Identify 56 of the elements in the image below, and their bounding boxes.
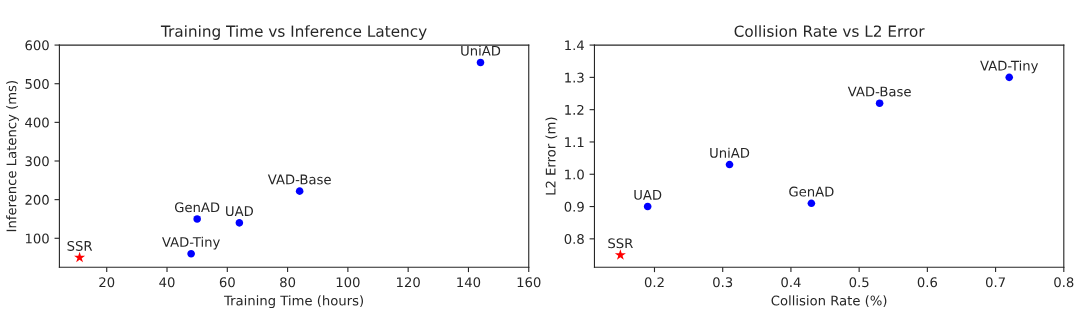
annotation: GenAD <box>174 202 220 213</box>
point <box>725 160 734 169</box>
x-axis-title: Training Time (hours) <box>223 295 363 309</box>
y-tick-label: 100 <box>25 233 49 244</box>
annotation: UniAD <box>461 45 501 56</box>
x-tick-label: 80 <box>280 277 296 288</box>
x-tick-label: 0.3 <box>713 277 733 288</box>
chart-title: Collision Rate vs L2 Error <box>734 25 925 37</box>
annotation: UAD <box>634 190 662 200</box>
x-tick-label: 0.8 <box>1054 277 1074 288</box>
y-tick-label: 1.1 <box>565 137 584 147</box>
y-tick-label: 0.9 <box>564 201 584 212</box>
point <box>807 199 816 208</box>
point <box>74 251 86 263</box>
y-tick-label: 1.2 <box>565 104 584 115</box>
y-tick-label: 300 <box>25 156 49 167</box>
x-tick-label: 0.2 <box>644 277 664 288</box>
x-tick-label: 0.4 <box>781 277 801 288</box>
annotation: SSR <box>608 238 633 249</box>
x-tick-label: 0.7 <box>985 277 1005 288</box>
annotation: VAD-Tiny <box>980 60 1039 74</box>
annotation: UAD <box>226 206 253 217</box>
point <box>614 249 626 260</box>
y-tick-label: 600 <box>25 40 49 51</box>
y-tick-label: 1.3 <box>565 72 584 83</box>
chart-title: Training Time vs Inference Latency <box>160 25 427 40</box>
x-tick-label: 40 <box>159 277 175 288</box>
x-tick-label: 120 <box>397 277 420 288</box>
annotation: VAD-Base <box>847 86 911 97</box>
x-tick-label: 20 <box>99 277 115 288</box>
x-tick-label: 140 <box>457 277 481 288</box>
y-tick-label: 1.0 <box>565 169 584 180</box>
annotation: VAD-Tiny <box>162 236 220 250</box>
annotation: GenAD <box>789 186 834 197</box>
annotation: VAD-Base <box>267 174 331 185</box>
y-axis-title: L2 Error (m) <box>545 117 558 195</box>
x-tick-label: 60 <box>219 277 235 288</box>
point <box>476 58 485 67</box>
x-tick-label: 100 <box>336 277 360 288</box>
point <box>235 219 244 227</box>
y-tick-label: 200 <box>25 194 49 205</box>
x-tick-label: 160 <box>517 277 541 288</box>
point <box>875 99 884 108</box>
y-tick-label: 400 <box>25 117 49 128</box>
annotation: UniAD <box>710 147 750 158</box>
annotation: SSR <box>67 240 93 251</box>
y-axis-title: Inference Latency (ms) <box>6 81 19 232</box>
x-axis-title: Collision Rate (%) <box>771 295 887 308</box>
point <box>643 202 652 211</box>
y-tick-label: 500 <box>25 78 49 89</box>
point <box>193 215 201 223</box>
x-tick-label: 0.5 <box>849 277 869 288</box>
y-tick-label: 0.8 <box>564 234 584 245</box>
x-tick-label: 0.6 <box>917 277 938 288</box>
point <box>295 187 304 195</box>
y-tick-label: 1.4 <box>565 40 584 51</box>
